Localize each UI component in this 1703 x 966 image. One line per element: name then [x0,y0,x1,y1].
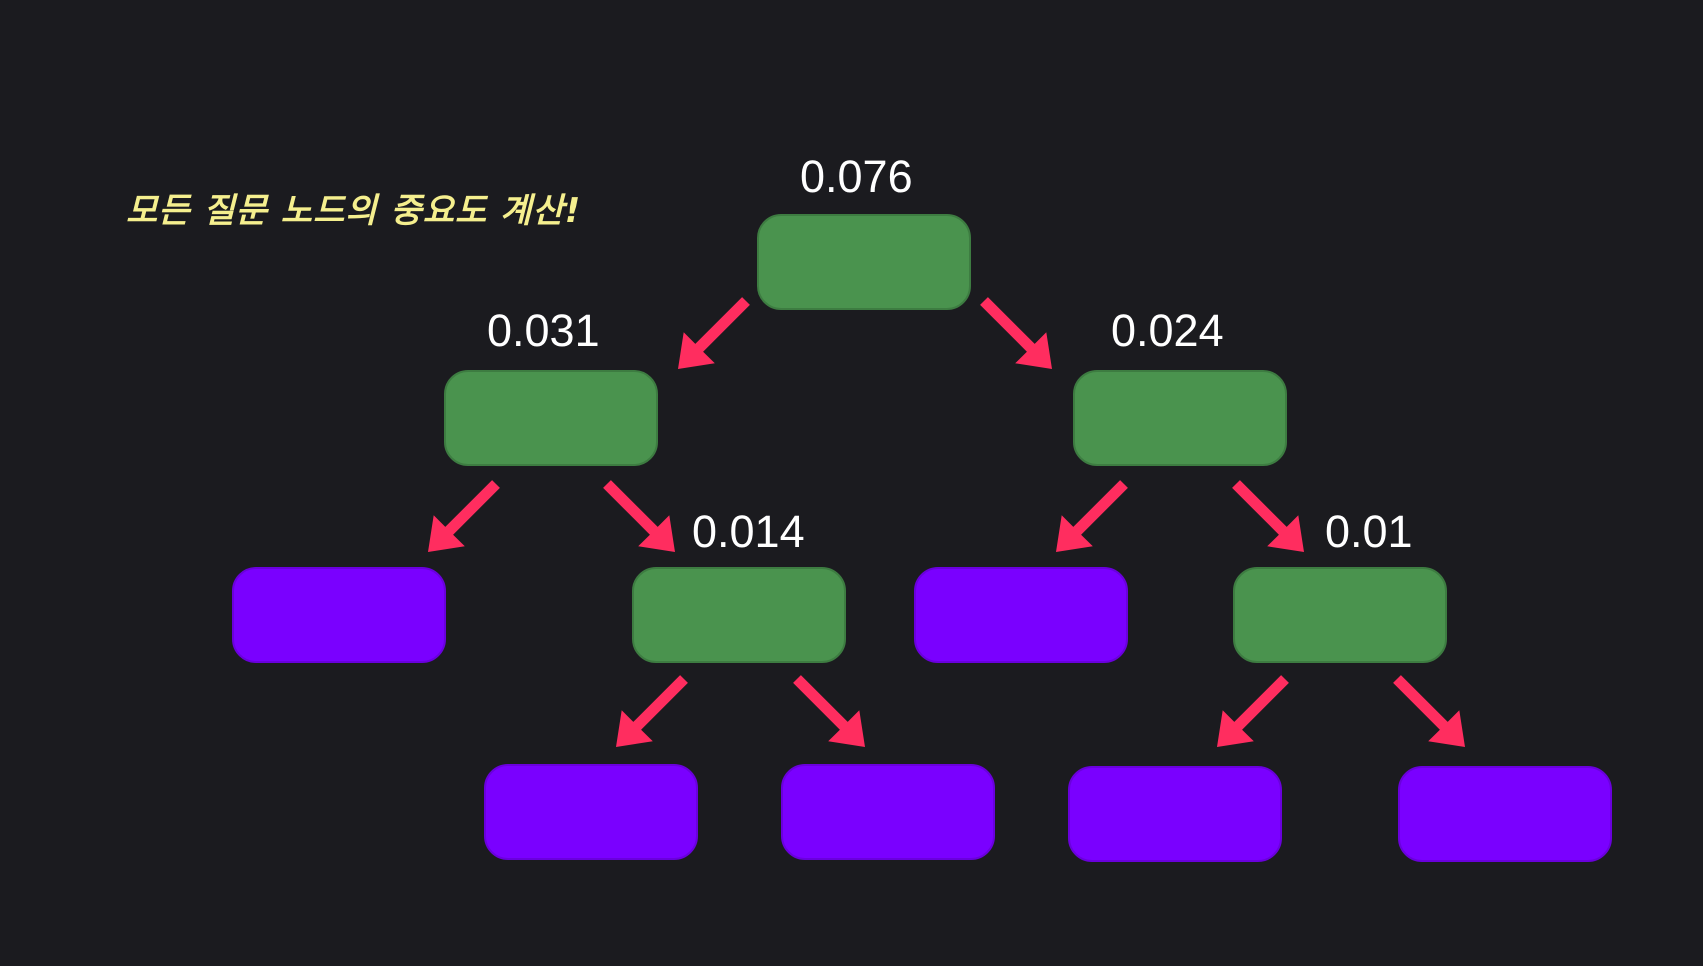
arrow-left-right-to-lr-leaf-2 [793,675,865,747]
node-left-leaf [232,567,446,663]
importance-label-right: 0.024 [1111,305,1224,356]
importance-label-right-right: 0.01 [1325,506,1413,557]
arrow-right-to-right-leaf [1056,480,1128,552]
arrow-right-right-to-rr-leaf-2 [1393,675,1465,747]
arrow-root-to-right [980,297,1052,369]
arrow-left-to-left-leaf [428,480,500,552]
arrow-root-to-left [678,297,750,369]
importance-label-left: 0.031 [487,305,600,356]
arrow-right-to-right-right [1232,480,1304,552]
arrow-right-right-to-rr-leaf-1 [1217,675,1289,747]
node-left [444,370,658,466]
importance-label-left-right: 0.014 [692,506,805,557]
node-right-right [1233,567,1447,663]
importance-label-root: 0.076 [800,151,913,202]
node-rr-leaf-2 [1398,766,1612,862]
node-lr-leaf-1 [484,764,698,860]
node-right-leaf [914,567,1128,663]
caption-text: 모든 질문 노드의 중요도 계산! [126,191,582,231]
arrow-left-to-left-right [603,480,675,552]
node-lr-leaf-2 [781,764,995,860]
node-left-right [632,567,846,663]
node-root [757,214,971,310]
arrow-left-right-to-lr-leaf-1 [616,675,688,747]
node-rr-leaf-1 [1068,766,1282,862]
node-right [1073,370,1287,466]
